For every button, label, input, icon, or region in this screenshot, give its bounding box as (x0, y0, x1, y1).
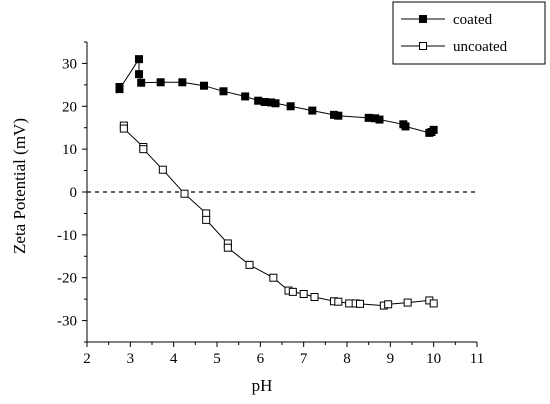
data-point-coated (286, 102, 295, 111)
data-point-coated (254, 96, 263, 105)
data-point-uncoated (356, 299, 364, 308)
y-tick-label: -20 (57, 271, 77, 287)
x-tick-label: 6 (257, 351, 265, 367)
data-point-uncoated (345, 299, 354, 308)
series-layer (115, 55, 438, 310)
x-tick-label: 9 (387, 351, 395, 367)
y-tick-label: 30 (62, 56, 77, 72)
data-point-coated (200, 81, 208, 90)
data-point-uncoated (310, 293, 319, 301)
data-point-uncoated (429, 299, 438, 308)
data-point-uncoated (334, 297, 343, 306)
data-point-uncoated (223, 243, 232, 252)
data-point-coated (241, 92, 250, 101)
data-point-coated (115, 85, 124, 94)
series-line-coated (119, 57, 435, 134)
y-tick-label: 0 (70, 185, 78, 201)
y-tick-label: 10 (62, 142, 77, 158)
data-point-uncoated (139, 145, 148, 154)
data-point-coated (135, 70, 143, 79)
data-point-coated (178, 78, 187, 87)
data-point-coated (137, 78, 146, 87)
data-point-coated (260, 98, 269, 106)
data-point-coated (334, 111, 343, 120)
y-tick-label: -30 (57, 314, 77, 330)
x-tick-label: 7 (300, 351, 308, 367)
legend: coated uncoated (392, 1, 546, 65)
data-point-uncoated (202, 215, 211, 224)
data-point-coated (429, 125, 438, 134)
data-point-coated (308, 106, 317, 115)
data-point-uncoated (180, 189, 189, 198)
data-point-uncoated (245, 260, 254, 269)
legend-label-uncoated: uncoated (453, 39, 508, 55)
series-line-uncoated (123, 125, 434, 307)
data-point-coated (219, 87, 228, 96)
data-point-coated (135, 55, 143, 64)
x-tick-label: 10 (426, 351, 441, 367)
data-point-coated (271, 99, 280, 108)
data-point-uncoated (288, 287, 297, 296)
x-tick-label: 5 (213, 351, 221, 367)
data-point-coated (364, 113, 373, 122)
y-axis-label: Zeta Potential (mV) (10, 118, 29, 254)
y-tick-label: -10 (57, 228, 77, 244)
data-point-coated (375, 115, 384, 124)
x-tick-label: 8 (343, 351, 351, 367)
data-point-uncoated (269, 273, 278, 282)
data-point-coated (156, 78, 165, 87)
x-tick-label: 2 (83, 351, 91, 367)
legend-label-coated: coated (453, 12, 493, 28)
data-point-uncoated (299, 290, 308, 298)
x-tick-label: 4 (170, 351, 178, 367)
axes: 2 3 4 5 6 7 8 9 10 11 -30 -20 -10 0 10 20 30 (57, 41, 484, 367)
data-point-uncoated (403, 298, 412, 307)
x-tick-label: 11 (470, 351, 484, 367)
data-point-uncoated (384, 300, 393, 309)
data-point-uncoated (158, 165, 167, 174)
y-tick-label: 20 (62, 99, 77, 115)
legend-box (392, 1, 546, 65)
legend-marker-uncoated (419, 42, 427, 50)
legend-marker-coated (419, 15, 427, 23)
data-point-uncoated (119, 124, 128, 133)
x-axis-label: pH (252, 376, 273, 395)
data-point-coated (401, 122, 410, 131)
x-tick-label: 3 (127, 351, 135, 367)
